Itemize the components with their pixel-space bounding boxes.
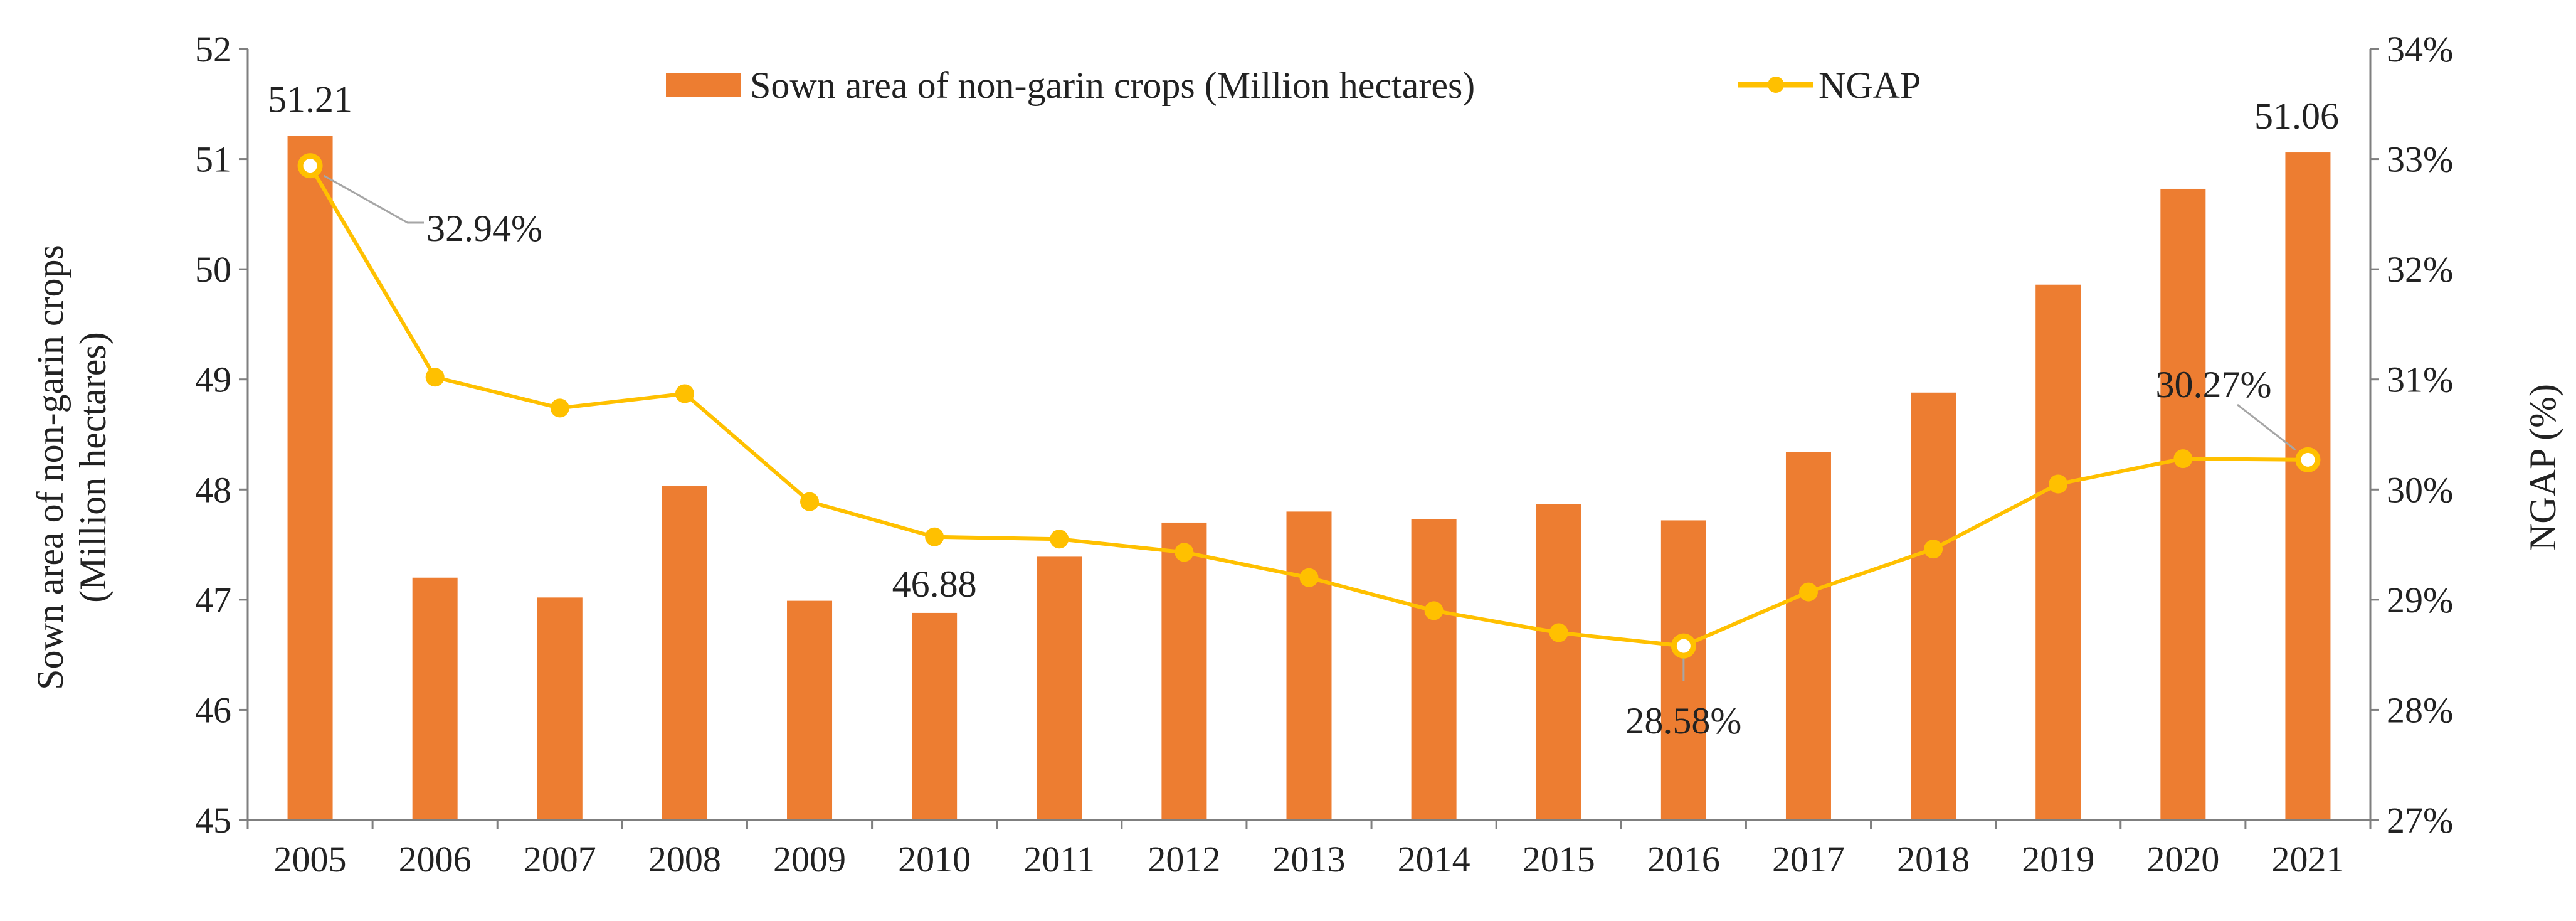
x-tick-label: 2011	[1023, 839, 1095, 880]
ngap-leader-line-2005	[323, 174, 424, 224]
bar-2012	[1161, 522, 1207, 820]
left-tick-label: 46	[195, 689, 231, 730]
line-layer	[297, 153, 2321, 659]
ngap-point-2013	[1299, 568, 1319, 587]
left-axis-title-line2: (Million hectares)	[72, 332, 113, 603]
x-tick-label: 2006	[399, 839, 472, 880]
right-axis-title: NGAP (%)	[2522, 384, 2563, 551]
ngap-point-2008	[675, 384, 694, 403]
x-tick-label: 2007	[524, 839, 596, 880]
axes-layer: 45 46 47 48 49 50 51 52 27% 28% 29% 30% 31% 32% 33% 34%…	[195, 29, 2453, 880]
bar-2014	[1411, 519, 1457, 820]
ngap-point-2009	[800, 492, 820, 511]
right-tick-label: 32%	[2387, 249, 2453, 290]
right-tick-label: 34%	[2387, 29, 2453, 70]
legend-line-marker	[1768, 77, 1784, 93]
legend-line-label: NGAP	[1819, 65, 1921, 106]
bar-2021	[2285, 152, 2331, 821]
right-tick-label: 29%	[2387, 580, 2453, 620]
left-tick-label: 52	[195, 29, 231, 70]
right-tick-label: 28%	[2387, 689, 2453, 730]
ngap-point-2012	[1175, 543, 1194, 562]
x-tick-label: 2014	[1398, 839, 1470, 880]
legend-bar-label: Sown area of non-garin crops (Million he…	[750, 65, 1475, 106]
bar-value-label-2005: 51.21	[268, 79, 352, 120]
bar-2013	[1286, 511, 1332, 820]
ngap-point-2020	[2173, 449, 2193, 469]
right-tick-label: 33%	[2387, 139, 2453, 180]
left-tick-label: 51	[195, 139, 231, 180]
ngap-value-label-2016: 28.58%	[1625, 700, 1741, 742]
ngap-point-2019	[2049, 474, 2068, 494]
ngap-point-inner-2016	[1676, 639, 1691, 653]
ngap-point-2014	[1424, 601, 1444, 620]
left-tick-label: 50	[195, 249, 231, 290]
bar-2018	[1911, 392, 1956, 820]
left-tick-label: 48	[195, 469, 231, 510]
left-tick-label: 47	[195, 580, 231, 620]
legend: Sown area of non-garin crops (Million he…	[666, 65, 1921, 106]
bar-2015	[1536, 504, 1581, 820]
bar-2005	[287, 136, 333, 821]
ngap-point-2006	[425, 368, 445, 387]
x-tick-label: 2016	[1647, 839, 1720, 880]
labels-layer: 51.21 46.88 51.06 32.94% 28.58% 30.27%	[268, 79, 2339, 742]
x-tick-label: 2009	[773, 839, 846, 880]
ngap-value-label-2005: 32.94%	[426, 208, 542, 249]
bar-2007	[537, 597, 583, 820]
x-tick-label: 2017	[1772, 839, 1845, 880]
bar-value-label-2021: 51.06	[2254, 95, 2339, 137]
bars-layer	[287, 136, 2331, 821]
ngap-leader-line-2021	[2237, 403, 2296, 451]
x-tick-label: 2005	[274, 839, 347, 880]
ngap-point-2010	[925, 527, 944, 546]
bar-2008	[662, 486, 707, 820]
ngap-point-inner-2005	[303, 159, 317, 173]
x-tick-label: 2020	[2146, 839, 2219, 880]
bar-value-label-2010: 46.88	[892, 563, 977, 605]
bar-2009	[787, 600, 833, 820]
right-tick-label: 27%	[2387, 800, 2453, 841]
ngap-point-2011	[1050, 530, 1069, 549]
left-tick-label: 45	[195, 800, 231, 841]
x-tick-label: 2010	[898, 839, 971, 880]
bar-2017	[1785, 452, 1831, 820]
x-tick-label: 2021	[2271, 839, 2344, 880]
bar-2010	[912, 612, 958, 820]
legend-bar-swatch	[666, 73, 741, 97]
ngap-value-label-2021: 30.27%	[2156, 364, 2272, 405]
bar-2019	[2035, 284, 2081, 820]
ngap-point-inner-2021	[2301, 452, 2315, 467]
x-tick-label: 2012	[1148, 839, 1220, 880]
right-tick-label: 30%	[2387, 469, 2453, 510]
ngap-point-2007	[550, 398, 569, 418]
ngap-point-2015	[1549, 623, 1568, 642]
right-tick-label: 31%	[2387, 359, 2453, 400]
x-tick-label: 2015	[1523, 839, 1595, 880]
ngap-point-2017	[1798, 582, 1818, 602]
bar-2011	[1037, 556, 1082, 820]
x-tick-label: 2018	[1897, 839, 1970, 880]
x-tick-label: 2013	[1273, 839, 1346, 880]
ngap-point-2018	[1924, 540, 1943, 559]
bar-2006	[412, 577, 458, 820]
left-tick-label: 49	[195, 359, 231, 400]
bar-2020	[2160, 188, 2206, 820]
x-tick-label: 2008	[648, 839, 721, 880]
left-axis-title-line1: Sown area of non-garin crops	[29, 245, 71, 690]
x-tick-label: 2019	[2022, 839, 2094, 880]
